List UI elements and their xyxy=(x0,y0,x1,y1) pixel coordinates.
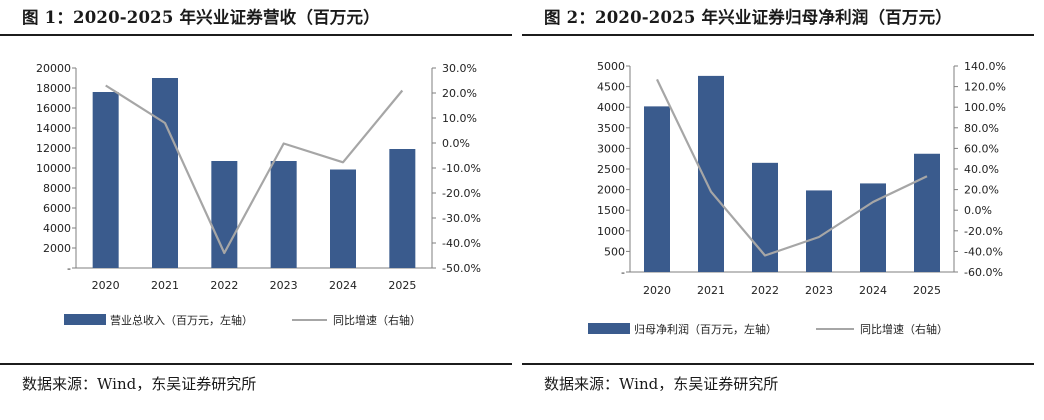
figure-1-chart: - 2000 4000 6000 8000 10000 12000 14000 16000 180… xyxy=(36,62,481,327)
y-right-tick-label: 120.0% xyxy=(964,81,1006,94)
growth-rate-line xyxy=(105,84,404,255)
y-left-tick-label: 20000 xyxy=(36,62,71,75)
y-right-tick-label: 20.0% xyxy=(964,184,999,197)
y-right-tick-label: -50.0% xyxy=(442,262,481,275)
x-category-label: 2023 xyxy=(270,279,298,292)
y-right-tick-label: -10.0% xyxy=(442,162,481,175)
x-category-label: 2021 xyxy=(151,279,179,292)
y-left-tick-label: 2000 xyxy=(43,242,71,255)
x-category-label: 2020 xyxy=(643,284,671,297)
figure-1-source: 数据来源：Wind，东吴证券研究所 xyxy=(22,375,257,393)
x-category-label: 2025 xyxy=(388,279,416,292)
bar-2020 xyxy=(92,92,119,268)
y-left-tick-label: 3500 xyxy=(597,122,625,135)
x-category-label: 2024 xyxy=(859,284,887,297)
y-left-tick-label: 16000 xyxy=(36,102,71,115)
y-left-tick-label: 18000 xyxy=(36,82,71,95)
figure-2-bottom-rule xyxy=(522,363,1034,365)
legend-bar-swatch xyxy=(64,314,106,325)
y-right-tick-label: -60.0% xyxy=(964,266,1003,279)
legend-bar-label: 营业总收入（百万元，左轴） xyxy=(110,313,253,327)
y-left-tick-label: 5000 xyxy=(597,60,625,73)
figure-2-source: 数据来源：Wind，东吴证券研究所 xyxy=(544,375,779,393)
bar-2021 xyxy=(152,78,178,268)
y-right-tick-label: -20.0% xyxy=(442,187,481,200)
y-left-tick-label: 500 xyxy=(604,245,625,258)
y-left-tick-label: 6000 xyxy=(43,202,71,215)
figure-2-chart: - 500 1000 1500 2000 2500 3000 3500 4000 4500 5000… xyxy=(588,60,1006,336)
figure-1-panel: 图 1：2020-2025 年兴业证券营收（百万元） - 2000 4000 6000… xyxy=(0,8,512,393)
y-left-tick-label: 2500 xyxy=(597,163,625,176)
y-right-tick-label: 100.0% xyxy=(964,101,1006,114)
y-right-tick-label: 40.0% xyxy=(964,163,999,176)
figure-2-panel: 图 2：2020-2025 年兴业证券归母净利润（百万元） - 500 1000 15… xyxy=(522,0,1044,420)
x-category-label: 2020 xyxy=(92,279,120,292)
y-right-tick-label: 0.0% xyxy=(442,137,470,150)
y-right-tick-label: 80.0% xyxy=(964,122,999,135)
bar-2024 xyxy=(330,169,356,268)
bar-2022 xyxy=(211,161,238,268)
y-left-tick-label: 1000 xyxy=(597,225,625,238)
y-left-tick-label: 12000 xyxy=(36,142,71,155)
y-right-tick-label: -20.0% xyxy=(964,225,1003,238)
x-category-label: 2021 xyxy=(697,284,725,297)
bar-2023 xyxy=(270,161,297,268)
y-left-tick-label: 4500 xyxy=(597,81,625,94)
y-left-tick-label: 1500 xyxy=(597,204,625,217)
legend-bar-swatch xyxy=(588,323,630,334)
bar-2025 xyxy=(914,153,940,272)
y-right-tick-label: -40.0% xyxy=(964,245,1003,258)
y-right-tick-label: 30.0% xyxy=(442,62,477,75)
y-right-tick-label: 60.0% xyxy=(964,142,999,155)
y-left-tick-label: - xyxy=(621,266,625,279)
legend-line-label: 同比增速（右轴） xyxy=(860,322,948,336)
x-category-label: 2023 xyxy=(805,284,833,297)
y-right-tick-label: -30.0% xyxy=(442,212,481,225)
x-category-label: 2022 xyxy=(210,279,238,292)
y-left-tick-label: 10000 xyxy=(36,162,71,175)
bar-2020 xyxy=(644,106,670,272)
y-left-tick-label: 8000 xyxy=(43,182,71,195)
y-right-tick-label: 10.0% xyxy=(442,112,477,125)
figure-1-title: 图 1：2020-2025 年兴业证券营收（百万元） xyxy=(22,8,380,27)
y-right-tick-label: 20.0% xyxy=(442,87,477,100)
y-right-tick-label: -40.0% xyxy=(442,237,481,250)
y-left-tick-label: - xyxy=(67,262,71,275)
figure-2-title: 图 2：2020-2025 年兴业证券归母净利润（百万元） xyxy=(544,8,952,27)
y-left-tick-label: 4000 xyxy=(43,222,71,235)
growth-rate-line xyxy=(656,78,928,257)
legend-line-label: 同比增速（右轴） xyxy=(333,313,421,327)
y-left-tick-label: 14000 xyxy=(36,122,71,135)
x-category-label: 2025 xyxy=(913,284,941,297)
figure-2-top-rule xyxy=(522,34,1034,36)
figure-1-bottom-rule xyxy=(0,363,512,365)
legend-bar-label: 归母净利润（百万元，左轴） xyxy=(634,322,777,336)
y-right-tick-label: 0.0% xyxy=(964,204,992,217)
y-left-tick-label: 2000 xyxy=(597,184,625,197)
y-right-tick-label: 140.0% xyxy=(964,60,1006,73)
y-left-tick-label: 3000 xyxy=(597,142,625,155)
figure-1-top-rule xyxy=(0,34,512,36)
x-category-label: 2022 xyxy=(751,284,779,297)
x-category-label: 2024 xyxy=(329,279,357,292)
y-left-tick-label: 4000 xyxy=(597,101,625,114)
bar-2025 xyxy=(389,149,416,268)
